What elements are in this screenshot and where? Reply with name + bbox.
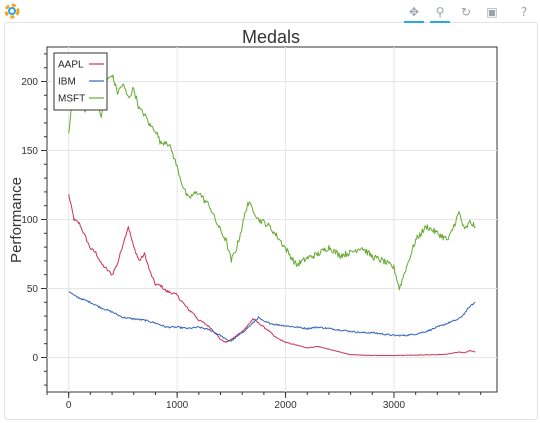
series-line-msft xyxy=(68,62,476,291)
y-axis-ticks: 0 50 100 150 200 xyxy=(21,53,47,386)
save-tool[interactable]: ▣ xyxy=(482,3,502,21)
series-line-ibm xyxy=(68,291,476,342)
y-tick-label: 0 xyxy=(32,353,38,364)
bokeh-logo-icon xyxy=(4,3,20,19)
x-tick-label: 1000 xyxy=(166,400,189,411)
reset-tool[interactable]: ↻ xyxy=(456,3,476,21)
x-tick-label: 0 xyxy=(66,400,72,411)
y-tick-label: 50 xyxy=(27,284,39,295)
help-tool[interactable]: ? xyxy=(514,3,534,21)
series-lines xyxy=(68,62,476,357)
legend-label: IBM xyxy=(58,77,76,88)
x-tick-label: 2000 xyxy=(274,400,297,411)
y-tick-label: 150 xyxy=(21,146,38,157)
chart-title: Medals xyxy=(242,27,300,47)
legend-label: AAPL xyxy=(58,60,84,71)
legend: AAPL IBM MSFT xyxy=(53,52,108,111)
grid-lines xyxy=(47,47,497,392)
wheel-zoom-tool[interactable]: ⚲ xyxy=(430,3,450,23)
x-tick-label: 3000 xyxy=(383,400,406,411)
wheel-zoom-icon: ⚲ xyxy=(435,5,445,19)
legend-label: MSFT xyxy=(58,94,85,105)
y-tick-label: 100 xyxy=(21,215,38,226)
reset-icon: ↻ xyxy=(460,5,472,19)
series-line-aapl xyxy=(68,194,476,357)
y-tick-label: 200 xyxy=(21,77,38,88)
help-icon: ? xyxy=(520,5,528,19)
y-axis-label: Performance xyxy=(8,177,25,263)
save-icon: ▣ xyxy=(486,5,498,19)
plot-toolbar: ✥ ⚲ ↻ ▣ ? xyxy=(404,2,534,23)
x-axis-ticks: 0 1000 2000 3000 xyxy=(46,392,482,411)
pan-icon: ✥ xyxy=(408,5,420,19)
pan-tool[interactable]: ✥ xyxy=(404,3,424,23)
